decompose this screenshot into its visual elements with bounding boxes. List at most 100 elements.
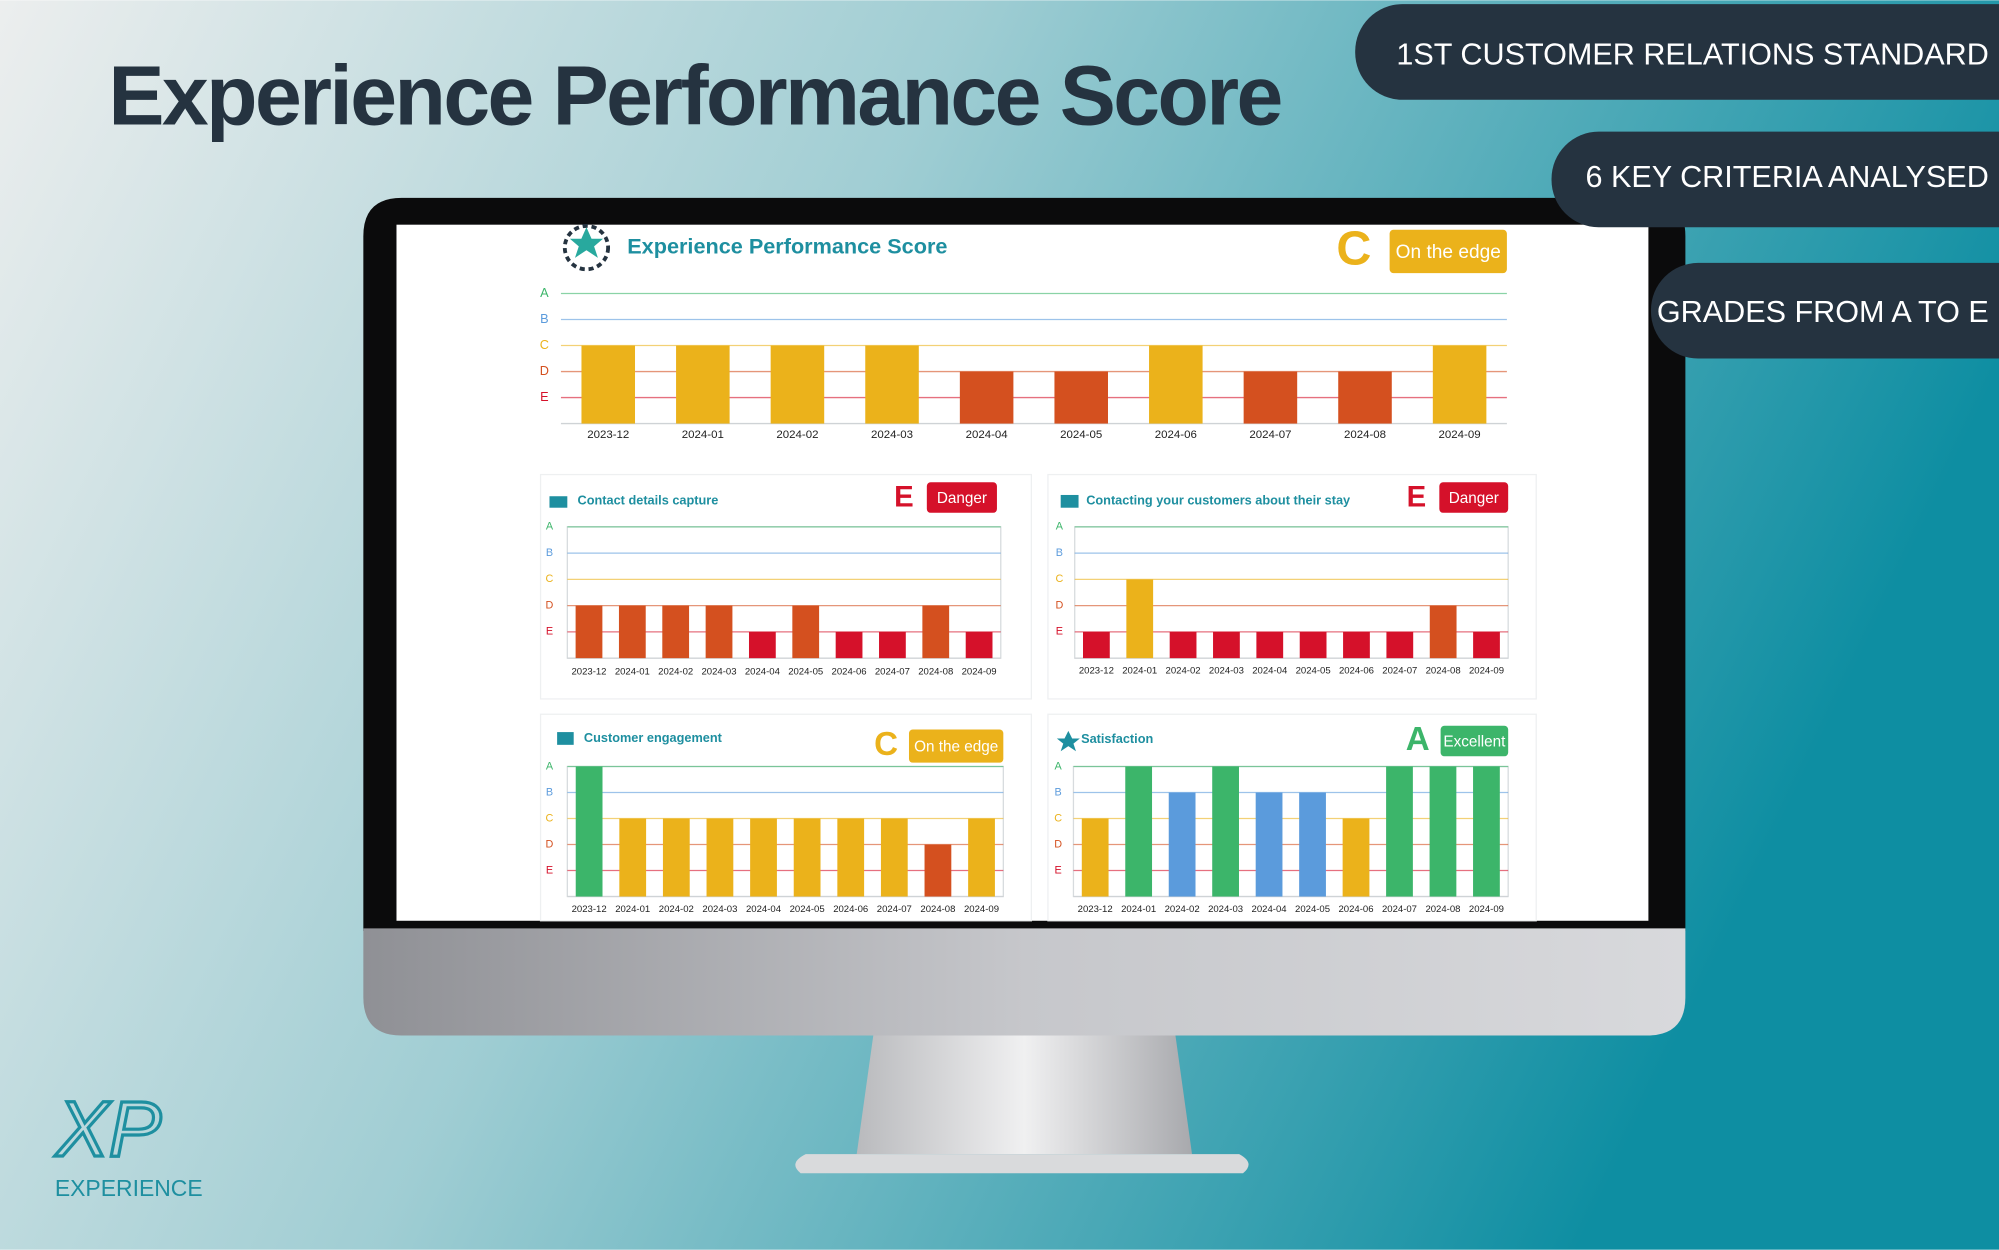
y-tick-label: D [546,599,554,611]
status-text: Danger [1449,490,1499,507]
bar [619,818,647,897]
y-tick-label: C [1054,812,1062,824]
bar [922,605,950,659]
x-tick-label: 2024-09 [962,667,997,678]
bar [750,818,777,897]
x-tick-label: 2024-09 [964,904,999,915]
x-tick-label: 2024-04 [1252,904,1288,915]
x-tick-label: 2024-05 [1295,904,1330,915]
status-badge [1439,482,1509,513]
chat-icon [557,732,574,745]
monitor-stand [856,1035,1193,1155]
logo-name: EXPERIENCE [55,1175,203,1201]
x-tick-label: 2024-05 [790,904,825,915]
y-tick-label: E [540,389,549,404]
bar [618,605,646,659]
y-tick-label: E [1056,626,1063,638]
monitor-chin [363,928,1686,1036]
x-tick-label: 2023-12 [572,904,607,915]
star-icon [1056,730,1080,752]
bar [1125,766,1153,897]
status-text: On the edge [1396,242,1501,263]
x-tick-label: 2024-07 [1382,665,1417,676]
bar [879,631,906,659]
chart-title: Contact details capture [578,493,719,508]
y-tick-label: B [1055,786,1062,798]
x-tick-label: 2024-05 [1296,665,1331,676]
grade-letter: A [1406,721,1430,758]
bar [705,605,733,659]
y-tick-label: C [546,812,554,824]
x-tick-label: 2024-07 [1249,429,1291,441]
y-tick-label: D [546,838,554,850]
bar [662,818,690,897]
status-text: On the edge [914,738,998,755]
x-tick-label: 2024-02 [659,904,694,915]
page-title: Experience Performance Score [108,49,1280,143]
y-tick-label: A [540,285,549,300]
x-tick-label: 2023-12 [1078,904,1113,915]
badge [1650,262,1999,359]
bar [1149,345,1203,424]
bar [1299,792,1326,897]
bar [575,766,603,897]
y-tick-label: B [546,547,553,559]
x-tick-label: 2024-01 [1122,665,1157,676]
x-tick-label: 2024-06 [832,667,867,678]
x-tick-label: 2024-06 [1338,904,1373,915]
bar [865,345,919,424]
x-tick-label: 2024-02 [1165,904,1200,915]
status-badge [1389,229,1507,274]
panel [539,713,1033,922]
badge [1551,131,1999,228]
bar [1213,631,1240,659]
x-tick-label: 2024-02 [658,667,693,678]
bar [1256,631,1284,659]
chart-title: Satisfaction [1081,731,1153,746]
badge-text: GRADES FROM A TO E [1657,295,1989,329]
bar [1342,818,1370,897]
badge-text: 1ST CUSTOMER RELATIONS STANDARD [1396,37,1988,71]
bar [706,818,734,897]
x-tick-label: 2024-01 [1121,904,1156,915]
bar [1054,371,1108,424]
chart-title: Experience Performance Score [627,233,947,258]
x-tick-label: 2024-03 [1209,665,1244,676]
bar [575,605,603,659]
bar [924,844,952,897]
y-tick-label: D [1056,599,1064,611]
bar [1255,792,1283,897]
bar [1168,792,1196,897]
bar [581,345,636,424]
y-tick-label: B [546,786,553,798]
bar [1473,631,1500,659]
grade-letter: C [874,726,898,763]
y-tick-label: D [540,363,549,378]
x-tick-label: 2024-05 [788,667,823,678]
x-tick-label: 2024-03 [702,667,737,678]
x-tick-label: 2023-12 [571,667,606,678]
bar [1432,345,1487,424]
bar [793,818,821,897]
x-tick-label: 2024-04 [746,904,782,915]
x-tick-label: 2024-09 [1469,904,1504,915]
status-text: Excellent [1443,733,1506,750]
bar [1243,371,1298,424]
bar [965,631,993,659]
x-tick-label: 2024-09 [1439,429,1481,441]
y-tick-label: C [1056,573,1064,585]
bar [880,818,908,897]
badge [1355,4,1999,100]
y-tick-label: C [546,573,554,585]
grade-letter: E [894,481,914,514]
status-text: Danger [937,490,987,507]
status-badge [1440,725,1509,757]
award-icon [562,224,611,272]
x-tick-label: 2024-04 [745,667,781,678]
bar [1212,766,1239,897]
y-tick-label: A [1056,521,1064,533]
bar [792,605,820,659]
bar [837,818,865,897]
bar [1386,766,1413,897]
